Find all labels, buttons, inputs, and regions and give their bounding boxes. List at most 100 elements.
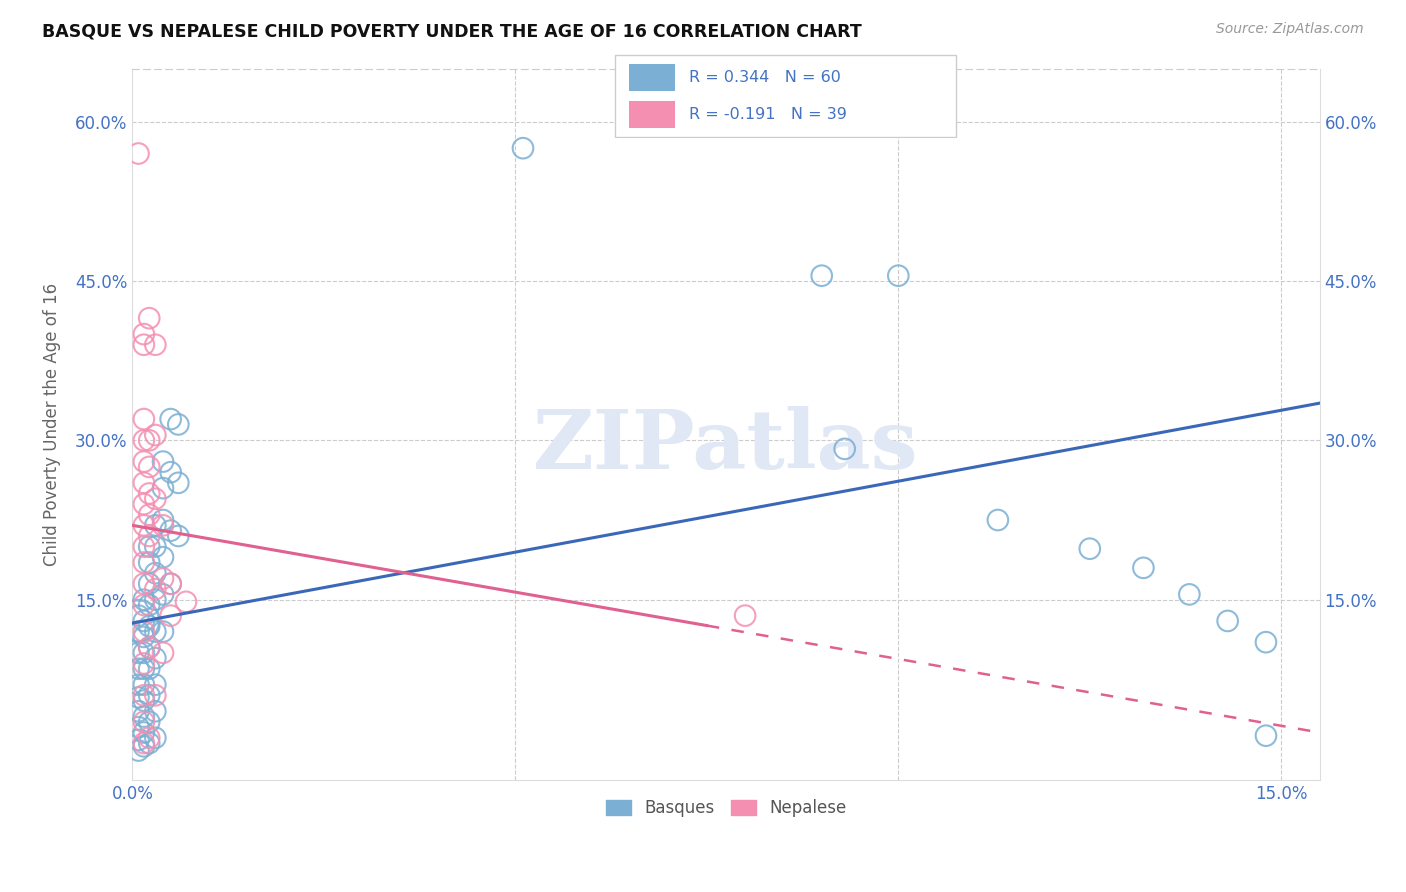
Point [143, 491, 166, 506]
Point [132, 688, 155, 702]
Point [174, 595, 197, 609]
Point [132, 518, 155, 533]
Point [810, 268, 832, 283]
Point [132, 337, 155, 351]
Point [128, 662, 150, 676]
Point [138, 714, 160, 729]
Point [138, 486, 160, 500]
Point [167, 417, 190, 432]
Point [159, 412, 181, 426]
Point [138, 434, 160, 448]
Point [138, 640, 160, 655]
Text: R = -0.191   N = 39: R = -0.191 N = 39 [689, 107, 846, 122]
Point [152, 550, 174, 565]
Point [734, 608, 756, 623]
Point [128, 720, 150, 734]
Point [159, 524, 181, 538]
Point [138, 731, 160, 745]
Point [159, 608, 181, 623]
Point [132, 739, 155, 754]
Point [143, 704, 166, 718]
Point [159, 576, 181, 591]
Point [143, 688, 166, 702]
Point [132, 662, 155, 676]
Point [128, 733, 150, 747]
Point [132, 657, 155, 671]
Point [132, 714, 155, 729]
Point [159, 465, 181, 479]
Point [132, 556, 155, 570]
Text: BASQUE VS NEPALESE CHILD POVERTY UNDER THE AGE OF 16 CORRELATION CHART: BASQUE VS NEPALESE CHILD POVERTY UNDER T… [42, 22, 862, 40]
Point [128, 743, 150, 757]
Bar [630, 63, 675, 91]
Point [132, 540, 155, 554]
Point [128, 646, 150, 660]
Point [132, 678, 155, 692]
Point [138, 576, 160, 591]
Point [987, 513, 1010, 527]
Point [132, 497, 155, 511]
Point [138, 311, 160, 326]
Point [152, 646, 174, 660]
Point [1254, 729, 1277, 743]
Point [152, 518, 174, 533]
Bar [630, 101, 675, 128]
Point [132, 454, 155, 468]
Point [128, 690, 150, 705]
Point [143, 566, 166, 581]
Point [152, 624, 174, 639]
Text: R = 0.344   N = 60: R = 0.344 N = 60 [689, 70, 841, 85]
Point [834, 442, 856, 456]
Point [167, 475, 190, 490]
Point [132, 624, 155, 639]
Point [128, 146, 150, 161]
Point [152, 513, 174, 527]
Point [132, 725, 155, 739]
Point [128, 678, 150, 692]
Point [138, 736, 160, 750]
Point [132, 736, 155, 750]
Point [138, 688, 160, 702]
Point [138, 619, 160, 633]
Point [512, 141, 534, 155]
Text: Source: ZipAtlas.com: Source: ZipAtlas.com [1216, 22, 1364, 37]
Point [143, 518, 166, 533]
Point [138, 556, 160, 570]
Point [132, 576, 155, 591]
Point [138, 598, 160, 612]
Point [132, 646, 155, 660]
Point [138, 508, 160, 522]
Point [132, 598, 155, 612]
Point [138, 640, 160, 655]
Point [1132, 561, 1154, 575]
Point [143, 428, 166, 442]
Point [143, 624, 166, 639]
Point [152, 481, 174, 495]
Point [128, 608, 150, 623]
Point [143, 337, 166, 351]
Point [132, 434, 155, 448]
Point [143, 678, 166, 692]
Point [167, 529, 190, 543]
Point [132, 327, 155, 342]
Point [152, 454, 174, 468]
Point [128, 704, 150, 718]
Point [132, 693, 155, 707]
Point [1078, 541, 1101, 556]
Point [143, 731, 166, 745]
Point [138, 529, 160, 543]
Point [128, 614, 150, 628]
Point [138, 459, 160, 474]
Point [132, 709, 155, 723]
Point [152, 587, 174, 601]
FancyBboxPatch shape [616, 55, 956, 136]
Point [152, 571, 174, 585]
Point [132, 412, 155, 426]
Point [1254, 635, 1277, 649]
Point [1216, 614, 1239, 628]
Point [887, 268, 910, 283]
Y-axis label: Child Poverty Under the Age of 16: Child Poverty Under the Age of 16 [44, 283, 60, 566]
Point [143, 540, 166, 554]
Point [143, 592, 166, 607]
Point [132, 630, 155, 644]
